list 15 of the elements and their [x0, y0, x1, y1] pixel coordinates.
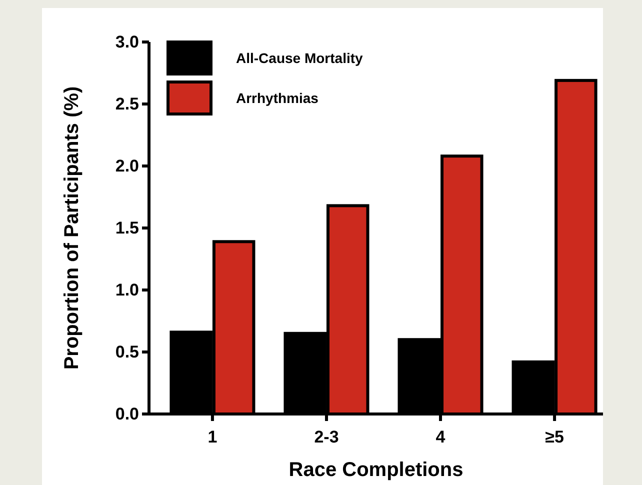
y-tick-label: 0.0 [115, 404, 139, 424]
legend-label: Arrhythmias [236, 90, 319, 106]
x-tick-label: 2-3 [314, 428, 339, 447]
legend-label: All-Cause Mortality [236, 50, 364, 66]
y-axis-title: Proportion of Participants (%) [61, 86, 83, 370]
x-axis-title: Race Completions [288, 459, 464, 481]
y-tick-label: 0.5 [115, 342, 139, 362]
y-tick-label: 2.0 [115, 156, 139, 176]
y-tick-label: 1.5 [115, 218, 139, 238]
x-tick-label: 1 [208, 428, 218, 447]
y-tick-label: 2.5 [115, 94, 139, 114]
x-tick-label: 4 [436, 428, 446, 447]
y-tick-label: 3.0 [115, 32, 139, 52]
x-tick-label: ≥5 [545, 428, 564, 447]
y-tick-label: 1.0 [115, 280, 139, 300]
